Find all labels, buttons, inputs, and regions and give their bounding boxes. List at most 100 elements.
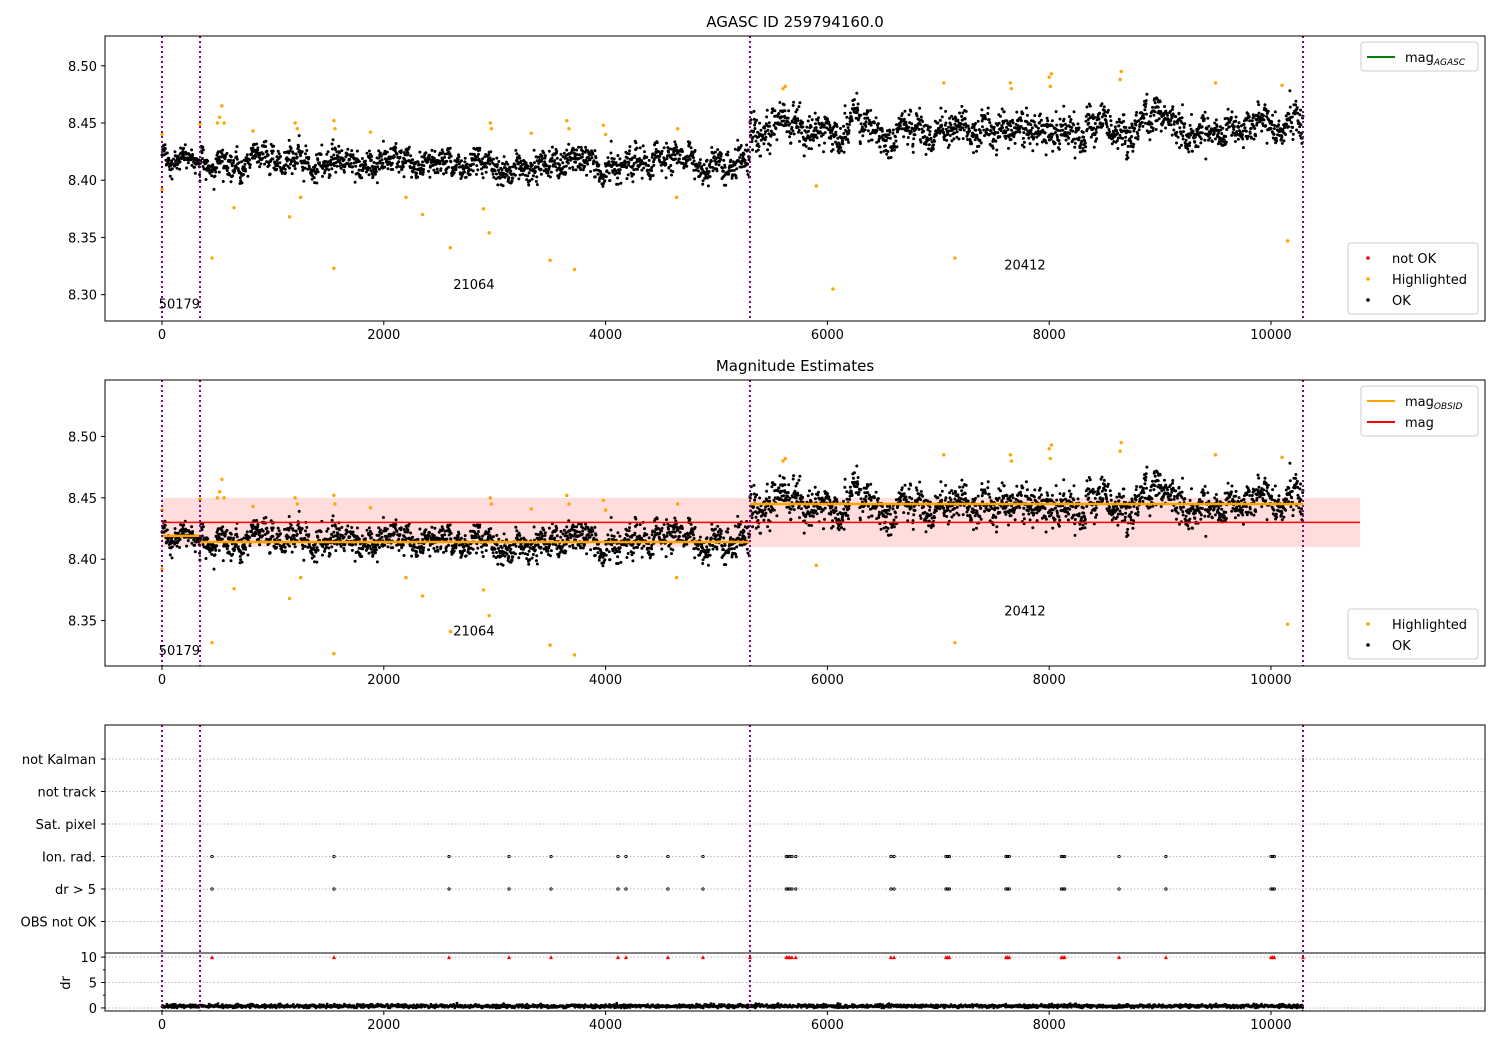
ok-point (1262, 114, 1266, 118)
ok-point (457, 155, 461, 159)
ok-point (720, 166, 724, 170)
ok-point (186, 161, 190, 165)
ok-point (456, 158, 460, 162)
ok-point (422, 546, 426, 550)
ok-point (750, 140, 754, 143)
ok-point (841, 142, 845, 146)
ok-point (1158, 100, 1162, 104)
ok-point (1260, 129, 1264, 133)
ok-point (987, 118, 991, 122)
ok-point (267, 163, 271, 167)
ok-point (489, 527, 493, 531)
ok-point (539, 167, 543, 171)
ok-point (1169, 119, 1173, 122)
ok-point (636, 545, 639, 549)
ok-point (756, 142, 760, 146)
ok-point (231, 552, 235, 556)
ok-point (894, 139, 898, 143)
ok-point (259, 162, 263, 166)
ok-point (478, 146, 482, 150)
ok-point (1015, 110, 1019, 114)
ok-point (330, 524, 334, 528)
ok-point (190, 163, 194, 167)
ok-point (1142, 112, 1145, 116)
ok-point (507, 555, 511, 558)
ok-point (1062, 117, 1066, 121)
ok-point (1061, 128, 1065, 132)
legend-marker (1366, 277, 1370, 281)
ok-point (549, 170, 553, 174)
ok-point (875, 128, 879, 132)
ok-point (772, 132, 776, 136)
ok-point (254, 532, 258, 536)
ok-point (233, 548, 237, 552)
ok-point (651, 174, 655, 177)
ok-point (876, 122, 880, 126)
ok-point (463, 548, 466, 552)
ok-point (543, 534, 547, 537)
ok-point (546, 549, 550, 553)
ok-point (449, 537, 453, 541)
ok-point (1170, 133, 1174, 137)
ok-point (246, 553, 250, 557)
ok-point (649, 175, 653, 179)
ok-point (1169, 123, 1173, 127)
ok-point (514, 148, 518, 152)
ok-point (501, 563, 505, 567)
ok-point (1202, 117, 1206, 121)
ok-point (745, 169, 749, 173)
ok-point (706, 184, 710, 188)
highlighted-point (232, 205, 236, 210)
ok-point (1263, 103, 1267, 107)
ok-point (645, 155, 649, 159)
ok-point (698, 158, 702, 162)
ok-point (176, 531, 180, 535)
ok-point (502, 532, 506, 536)
ok-point (1001, 126, 1004, 130)
ok-point (1123, 142, 1127, 146)
highlighted-point (572, 267, 577, 272)
ok-point (238, 176, 242, 180)
ok-point (416, 537, 420, 541)
ok-point (1004, 136, 1008, 140)
ok-point (1287, 112, 1291, 116)
ok-point (557, 553, 561, 557)
ok-point (1135, 111, 1139, 114)
ok-point (170, 556, 174, 560)
ok-point (1210, 140, 1214, 143)
ok-point (307, 156, 311, 159)
ok-point (357, 160, 361, 164)
ok-point (303, 536, 307, 540)
ok-point (284, 171, 287, 175)
ok-point (287, 515, 291, 518)
ok-point (511, 176, 515, 180)
ok-point (263, 162, 267, 166)
ok-point (1083, 141, 1087, 145)
ok-point (581, 152, 585, 156)
ok-point (944, 121, 948, 125)
ok-point (737, 148, 741, 152)
ok-point (789, 132, 793, 135)
ok-point (304, 152, 307, 156)
ok-point (886, 150, 890, 153)
ok-point (318, 161, 321, 165)
ok-point (1271, 113, 1275, 117)
ok-point (457, 532, 461, 536)
highlighted-point (831, 287, 835, 291)
ok-point (1081, 146, 1085, 150)
ok-point (328, 552, 332, 556)
ok-point (304, 144, 308, 148)
ok-point (846, 138, 850, 142)
ok-point (572, 148, 576, 152)
ok-point (428, 153, 432, 157)
ok-point (578, 153, 582, 157)
ok-point (1220, 132, 1224, 136)
ok-point (1247, 115, 1251, 119)
ok-point (1233, 140, 1237, 143)
ok-point (673, 140, 677, 144)
ok-point (1178, 126, 1182, 130)
ok-point (1009, 124, 1013, 128)
ok-point (198, 551, 202, 555)
ok-point (815, 136, 819, 140)
ok-point (676, 160, 680, 164)
